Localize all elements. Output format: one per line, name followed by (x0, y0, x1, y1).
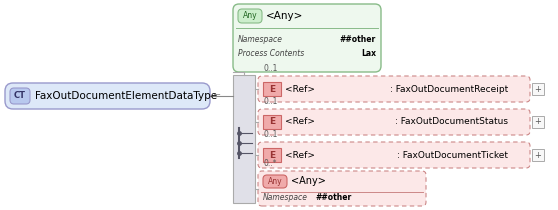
Text: <Any>: <Any> (266, 11, 304, 21)
FancyBboxPatch shape (233, 4, 381, 72)
FancyBboxPatch shape (263, 175, 287, 188)
FancyBboxPatch shape (258, 109, 530, 135)
FancyBboxPatch shape (258, 142, 530, 168)
Bar (532, 149, 544, 161)
Text: : FaxOutDocumentTicket: : FaxOutDocumentTicket (397, 151, 508, 160)
Text: Namespace: Namespace (238, 34, 283, 43)
FancyBboxPatch shape (10, 88, 30, 104)
Bar (263, 148, 281, 162)
Text: <Ref>: <Ref> (285, 84, 315, 93)
Text: =: = (213, 91, 221, 101)
Text: E: E (269, 118, 275, 126)
Text: ##other: ##other (315, 193, 351, 202)
Bar (233, 75, 255, 203)
Text: <Any>: <Any> (291, 176, 326, 186)
Text: ##other: ##other (340, 34, 376, 43)
Text: E: E (269, 151, 275, 160)
FancyBboxPatch shape (238, 9, 262, 23)
Text: Any: Any (243, 12, 257, 21)
FancyBboxPatch shape (5, 83, 210, 109)
Text: +: + (535, 84, 541, 93)
FancyBboxPatch shape (258, 171, 426, 206)
Bar (263, 115, 281, 129)
Text: 0..1: 0..1 (263, 97, 277, 106)
Text: 0..1: 0..1 (263, 130, 277, 139)
FancyBboxPatch shape (258, 76, 530, 102)
Text: Process Contents: Process Contents (238, 49, 304, 58)
Text: Lax: Lax (361, 49, 376, 58)
Text: FaxOutDocumentElementDataType: FaxOutDocumentElementDataType (35, 91, 217, 101)
Text: +: + (535, 151, 541, 160)
Text: Any: Any (268, 177, 282, 186)
Text: <Ref>: <Ref> (285, 118, 315, 126)
Text: 0..1: 0..1 (263, 64, 277, 73)
Text: CT: CT (14, 92, 26, 101)
Text: Namespace: Namespace (263, 193, 308, 202)
Bar (532, 116, 544, 128)
Text: <Ref>: <Ref> (285, 151, 315, 160)
Bar (263, 82, 281, 96)
Text: 0..*: 0..* (263, 159, 277, 168)
Text: : FaxOutDocumentReceipt: : FaxOutDocumentReceipt (389, 84, 508, 93)
Bar (532, 83, 544, 95)
Text: +: + (535, 118, 541, 126)
Text: E: E (269, 84, 275, 93)
Text: : FaxOutDocumentStatus: : FaxOutDocumentStatus (395, 118, 508, 126)
